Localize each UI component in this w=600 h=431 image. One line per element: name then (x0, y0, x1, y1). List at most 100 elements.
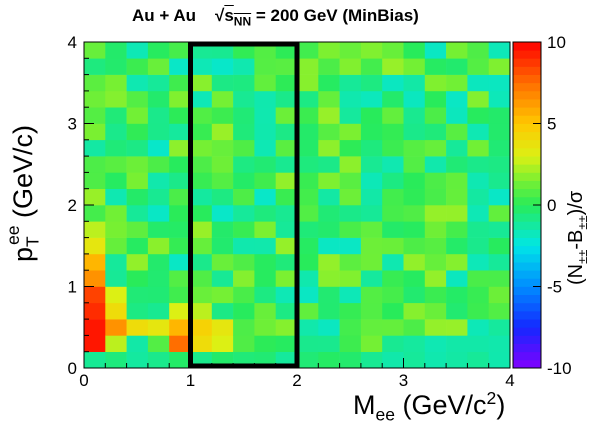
heatmap-cell (169, 237, 191, 255)
heatmap-cell (318, 156, 340, 173)
heatmap-cell (169, 107, 191, 124)
heatmap-cell (360, 58, 383, 75)
heatmap-cell (275, 74, 298, 92)
heatmap-cell (297, 188, 319, 206)
heatmap-cell (424, 139, 447, 157)
heatmap-cell (403, 156, 426, 173)
color-bar-segment (513, 74, 541, 84)
z-axis-label: (N±±-B±±)/σ (565, 190, 590, 285)
heatmap-cell (467, 221, 489, 238)
heatmap-cell (254, 58, 276, 75)
heatmap-cell (467, 270, 489, 287)
z-tick-label: 0 (547, 196, 556, 215)
heatmap-cell (424, 156, 447, 173)
heatmap-cell (126, 319, 149, 336)
heatmap-cell (318, 253, 340, 271)
heatmap-cell (339, 58, 362, 75)
heatmap-cell (424, 221, 447, 238)
color-bar-segment (513, 107, 541, 116)
heatmap-cell (297, 286, 319, 304)
color-bar-segment (513, 58, 541, 67)
heatmap-cell (382, 319, 404, 336)
heatmap-cell (126, 107, 149, 124)
color-bar-segment (513, 50, 541, 59)
heatmap-cell (190, 335, 213, 352)
heatmap-cell (467, 286, 489, 304)
color-bar-segment (513, 319, 541, 328)
heatmap-cell (190, 188, 213, 206)
heatmap-cell (84, 319, 106, 336)
heatmap-cell (488, 172, 511, 189)
heatmap-cell (147, 302, 170, 320)
heatmap-cell (339, 172, 362, 189)
heatmap-cell (339, 107, 362, 124)
heatmap-cell (318, 351, 340, 369)
color-bar-segment (513, 327, 541, 336)
heatmap-cell (254, 156, 276, 173)
heatmap-cell (297, 123, 319, 141)
heatmap-cell (297, 335, 319, 352)
sqrt-symbol: √ (214, 6, 225, 25)
heatmap-cell (360, 286, 383, 304)
heatmap-cell (233, 156, 255, 173)
heatmap-cell (424, 123, 447, 141)
heatmap-cell (84, 156, 106, 173)
heatmap-cell (403, 172, 426, 189)
heatmap-cell (467, 74, 489, 92)
heatmap-cell (211, 188, 234, 206)
heatmap-cell (318, 107, 340, 124)
y-axis-label: pTee (GeV/c) (2, 124, 43, 262)
heatmap-cell (84, 253, 106, 271)
heatmap-cell (382, 351, 404, 369)
heatmap-cell (446, 188, 468, 206)
heatmap-cell (233, 237, 255, 255)
heatmap-cell (403, 74, 426, 92)
heatmap-cell (424, 74, 447, 92)
heatmap-cell (488, 319, 511, 336)
heatmap-cell (254, 139, 276, 157)
heatmap-cell (488, 205, 511, 222)
heatmap-cell (339, 221, 362, 238)
heatmap-cell (467, 237, 489, 255)
heatmap-cell (339, 123, 362, 141)
heatmap-cell (424, 42, 447, 59)
heatmap-cell (169, 205, 191, 222)
heatmap-cell (105, 319, 127, 336)
heatmap-cell (169, 302, 191, 320)
heatmap-cell (424, 253, 447, 271)
heatmap-cell (360, 335, 383, 352)
heatmap-cell (382, 58, 404, 75)
heatmap-cell (84, 205, 106, 222)
heatmap-cell (126, 270, 149, 287)
heatmap-cell (190, 286, 213, 304)
heatmap-cell (126, 123, 149, 141)
heatmap-cell (488, 335, 511, 352)
heatmap-cell (275, 286, 298, 304)
heatmap-cell (275, 205, 298, 222)
heatmap-cell (297, 107, 319, 124)
heatmap-cell (275, 319, 298, 336)
heatmap-cell (147, 253, 170, 271)
heatmap-cell (318, 270, 340, 287)
heatmap-cell (254, 90, 276, 108)
heatmap-cell (254, 302, 276, 320)
heatmap-cell (467, 90, 489, 108)
heatmap-cell (403, 302, 426, 320)
heatmap-cell (190, 123, 213, 141)
heatmap-cell (147, 335, 170, 352)
heatmap-cell (211, 221, 234, 238)
heatmap-cell (84, 74, 106, 92)
heatmap-cell (105, 335, 127, 352)
heatmap-cell (297, 237, 319, 255)
heatmap-cell (446, 351, 468, 369)
heatmap-cell (254, 188, 276, 206)
heatmap-cell (382, 90, 404, 108)
heatmap-cell (467, 302, 489, 320)
heatmap-cell (169, 139, 191, 157)
heatmap-cell (190, 74, 213, 92)
heatmap-cell (339, 302, 362, 320)
heatmap-cell (233, 74, 255, 92)
heatmap-cell (360, 237, 383, 255)
heatmap-cell (233, 302, 255, 320)
